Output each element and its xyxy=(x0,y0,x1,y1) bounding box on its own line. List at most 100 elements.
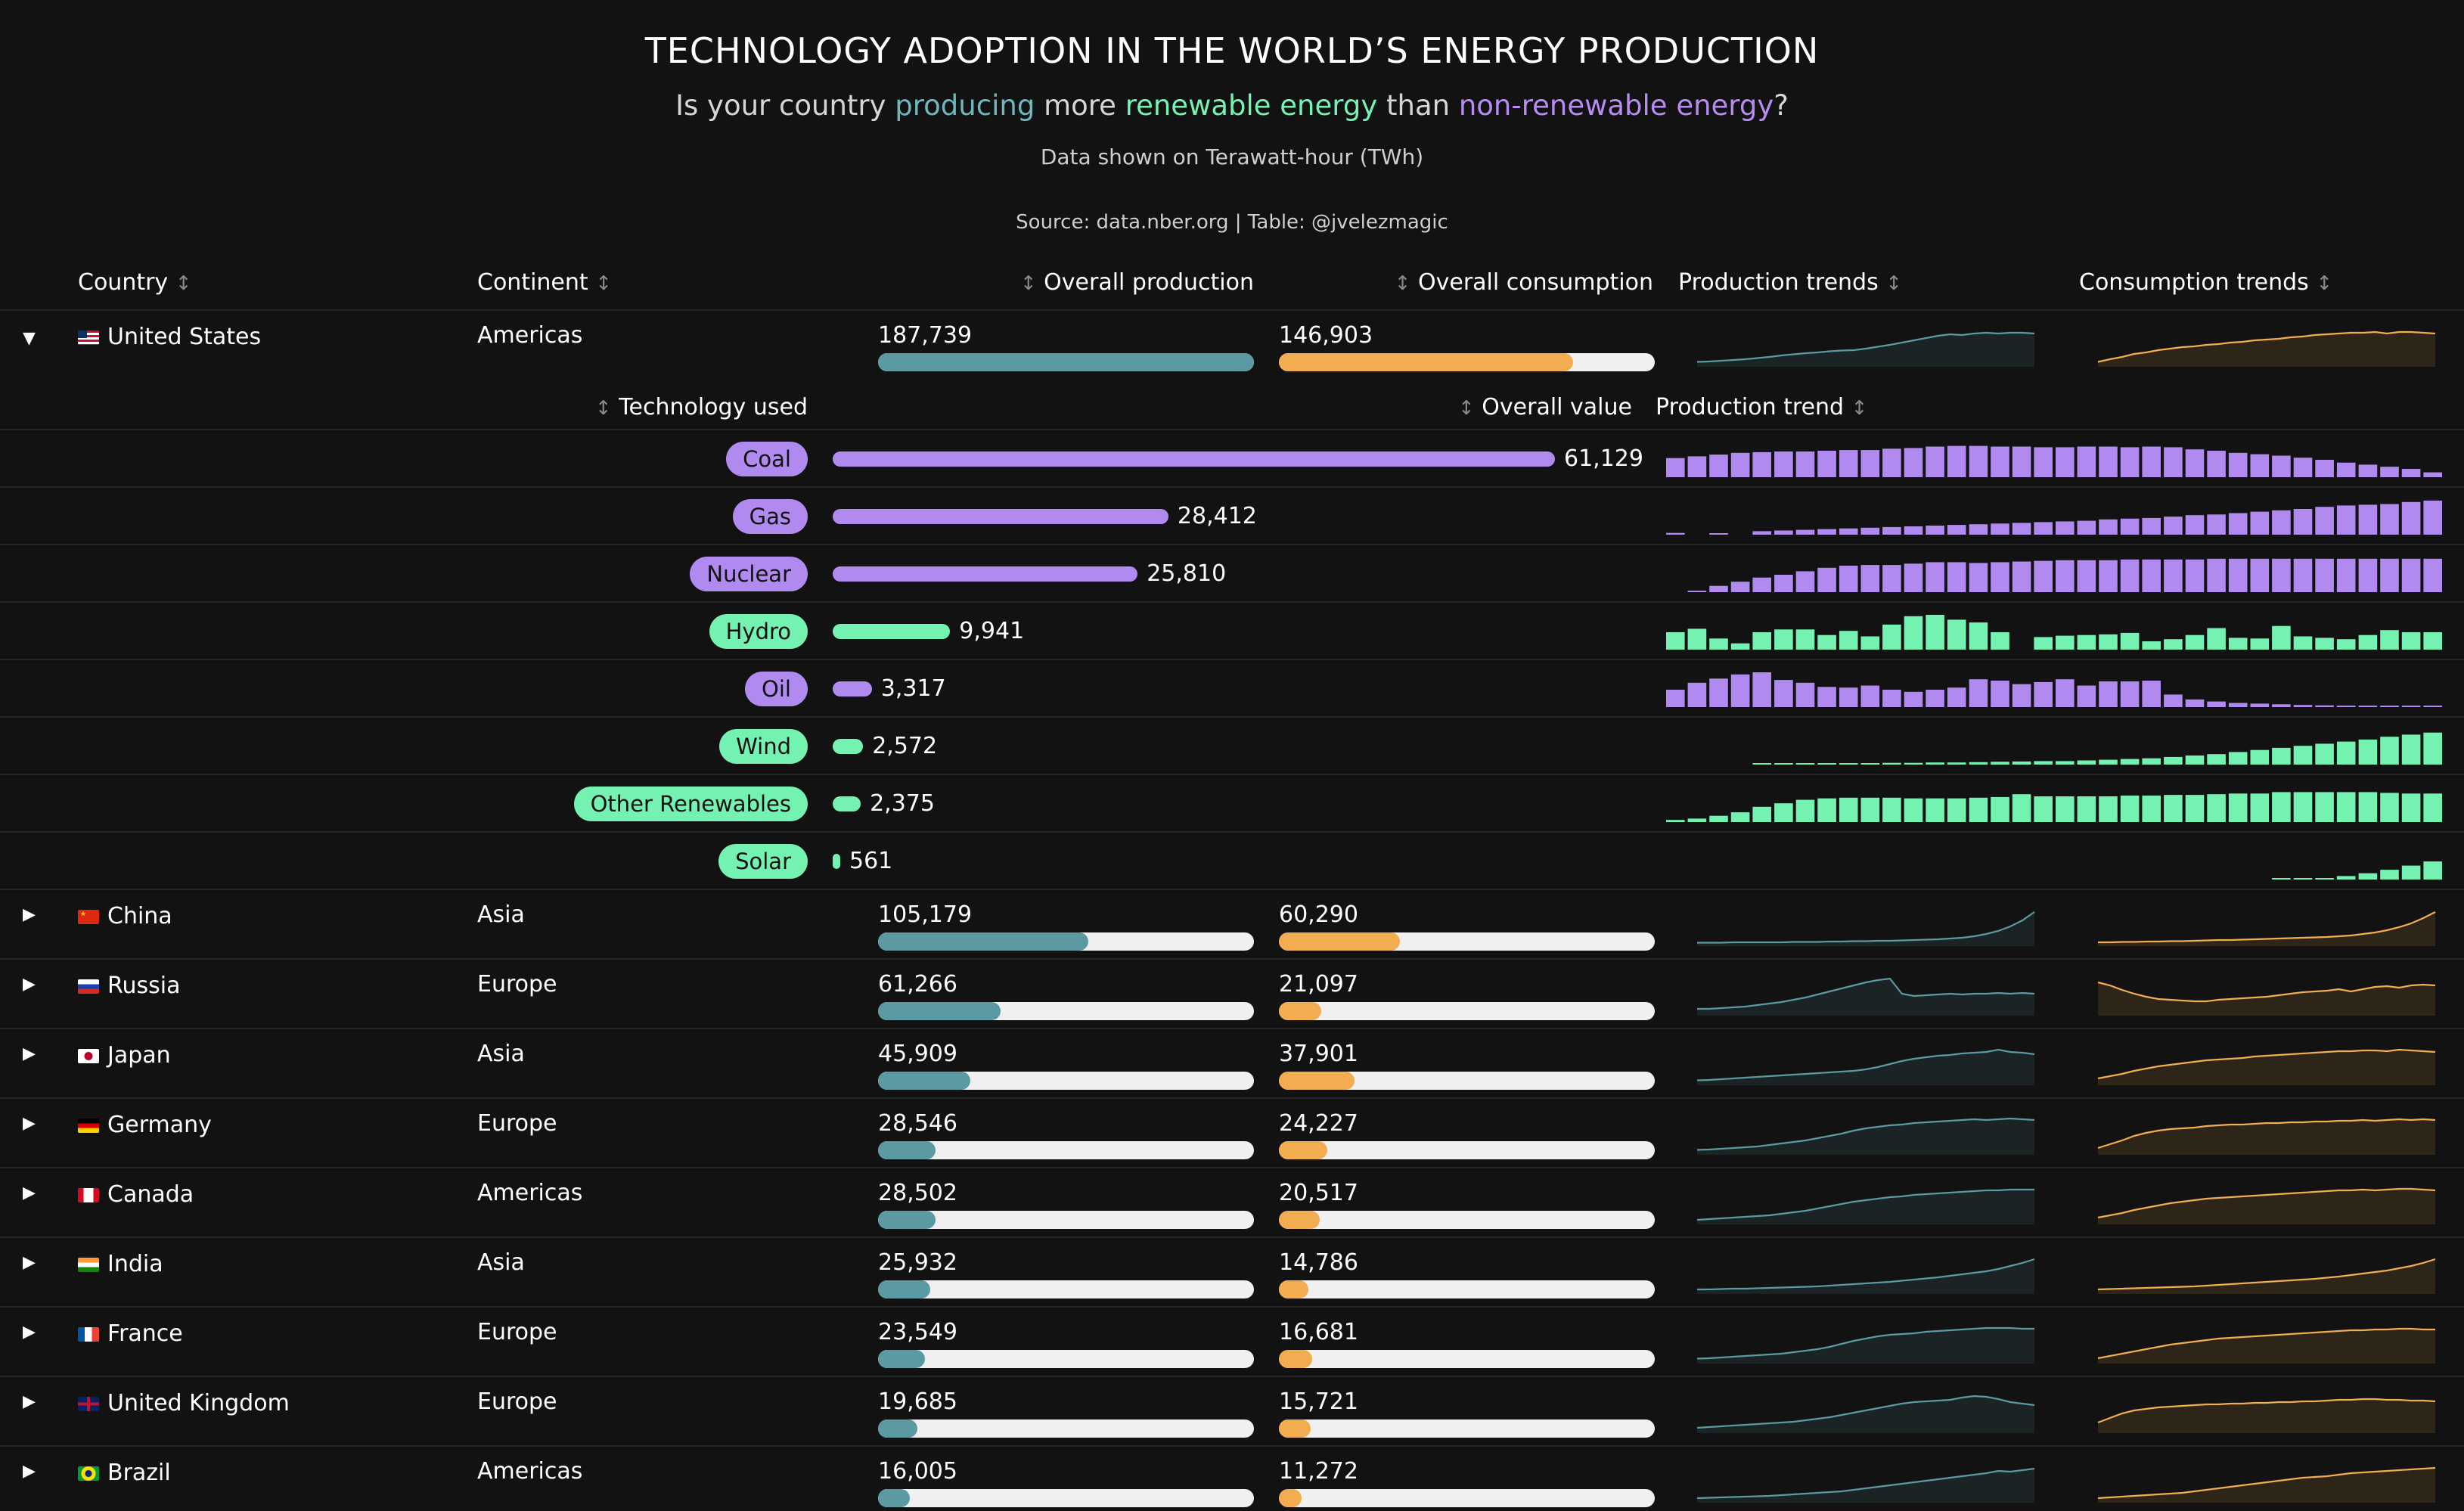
subheader-production-trend[interactable]: Production trend ↕ xyxy=(1656,394,1867,420)
technology-row: Other Renewables 2,375 xyxy=(0,775,2464,833)
trend-bar xyxy=(1817,567,1836,592)
subheader-label: Overall value xyxy=(1482,394,1632,420)
trend-bar xyxy=(2380,504,2399,535)
trend-bar xyxy=(2099,519,2118,535)
trend-bar xyxy=(1666,458,1685,477)
technology-pill: Gas xyxy=(732,499,808,534)
table-row[interactable]: ▶ Japan Asia 45,909 37,901 xyxy=(0,1029,2464,1099)
collapse-caret-icon[interactable]: ▼ xyxy=(23,329,36,348)
table-row[interactable]: ▶ United Kingdom Europe 19,685 15,721 xyxy=(0,1377,2464,1447)
consumption-bar xyxy=(1279,1072,1355,1090)
table-row[interactable]: ▶ Canada Americas 28,502 20,517 xyxy=(0,1168,2464,1238)
production-bar-track xyxy=(878,1489,1254,1507)
expand-caret-icon[interactable]: ▶ xyxy=(23,1253,36,1272)
trend-bar xyxy=(2293,878,2313,880)
trend-bar xyxy=(2293,705,2313,707)
trend-bar xyxy=(1882,526,1901,535)
table-row[interactable]: ▶ France Europe 23,549 16,681 xyxy=(0,1308,2464,1377)
technology-pill: Nuclear xyxy=(690,557,808,591)
trend-bar xyxy=(2099,634,2118,650)
consumption-bar-track xyxy=(1279,1489,1655,1507)
row-divider xyxy=(0,544,2464,545)
column-header-overall-consumption[interactable]: ↕ Overall consumption xyxy=(1395,269,1653,296)
consumption-trend-sparkline-line xyxy=(2097,1258,2436,1291)
consumption-trend-sparkline-line xyxy=(2097,1118,2436,1150)
expand-caret-icon[interactable]: ▶ xyxy=(23,1044,36,1063)
subtitle-part: ? xyxy=(1774,89,1789,122)
expand-caret-icon[interactable]: ▶ xyxy=(23,1462,36,1481)
trend-bar xyxy=(2034,761,2053,765)
trend-bar xyxy=(2120,759,2140,765)
production-trend-sparkline-area xyxy=(1697,1328,2034,1364)
expand-caret-icon[interactable]: ▶ xyxy=(23,1323,36,1342)
trend-bar xyxy=(2423,861,2442,880)
trend-bar xyxy=(1817,451,1836,477)
technology-value-bar xyxy=(833,509,1168,524)
production-value: 16,005 xyxy=(878,1458,957,1485)
production-trend-sparkline xyxy=(1697,1258,2035,1294)
trend-bar xyxy=(2358,464,2378,477)
column-header-consumption-trends[interactable]: Consumption trends ↕ xyxy=(2079,269,2332,296)
trend-bar xyxy=(2380,706,2399,707)
table-row[interactable]: ▶ Germany Europe 28,546 24,227 xyxy=(0,1099,2464,1168)
flag-de-icon xyxy=(78,1119,99,1133)
consumption-trend-sparkline-line xyxy=(2098,911,2436,944)
trend-bar xyxy=(1709,455,1728,477)
trend-bar xyxy=(2185,699,2205,707)
trend-bar xyxy=(2164,447,2183,477)
table-row[interactable]: ▶ India Asia 25,932 14,786 xyxy=(0,1238,2464,1308)
trend-bar xyxy=(2164,795,2183,822)
expand-caret-icon[interactable]: ▶ xyxy=(23,1392,36,1411)
subheader-technology[interactable]: ↕ Technology used xyxy=(595,394,808,420)
production-trend-sparkline xyxy=(1696,1395,2035,1433)
row-divider xyxy=(0,889,2464,890)
expand-caret-icon[interactable]: ▶ xyxy=(23,905,36,924)
table-row[interactable]: ▶ Brazil Americas 16,005 11,272 xyxy=(0,1447,2464,1511)
table-row[interactable]: ▶ ★ China Asia 105,179 60,290 xyxy=(0,890,2464,960)
trend-bar xyxy=(1666,820,1685,822)
trend-bar xyxy=(2315,507,2334,535)
table-row[interactable]: ▼ United States Americas 187,739 146,903 xyxy=(0,311,2464,380)
consumption-bar-track xyxy=(1279,932,1655,951)
trend-bar xyxy=(2077,685,2096,707)
technology-row: Hydro 9,941 xyxy=(0,603,2464,660)
consumption-trend-sparkline-area xyxy=(2098,1050,2435,1085)
trend-bar xyxy=(1709,638,1728,650)
consumption-trend-sparkline-area xyxy=(2098,1259,2435,1294)
consumption-trend-sparkline xyxy=(2097,1466,2436,1503)
subheader-overall-value[interactable]: ↕ Overall value xyxy=(1458,394,1632,420)
trend-bar xyxy=(2142,758,2161,765)
trend-bar xyxy=(1752,763,1771,765)
trend-bar xyxy=(1795,763,1815,765)
header-divider xyxy=(0,309,2464,311)
column-header-continent[interactable]: Continent ↕ xyxy=(477,269,612,296)
trend-bar xyxy=(1687,591,1707,592)
column-header-overall-production[interactable]: ↕ Overall production xyxy=(1020,269,1254,296)
trend-bar xyxy=(1817,763,1836,765)
trend-bar xyxy=(1839,450,1858,477)
technology-row: Gas 28,412 xyxy=(0,488,2464,545)
expand-caret-icon[interactable]: ▶ xyxy=(23,1184,36,1202)
consumption-value: 20,517 xyxy=(1279,1180,1358,1206)
trend-bar xyxy=(1969,563,1988,592)
trend-bar xyxy=(2142,641,2161,650)
trend-bar xyxy=(1860,565,1880,592)
trend-bar xyxy=(1774,803,1793,822)
trend-bar xyxy=(2207,558,2226,592)
column-header-production-trends[interactable]: Production trends ↕ xyxy=(1678,269,1902,296)
column-header-country[interactable]: Country ↕ xyxy=(78,269,192,296)
production-trend-sparkline xyxy=(1696,1117,2035,1155)
consumption-trend-sparkline xyxy=(2097,1118,2436,1155)
production-trend-sparkline-area xyxy=(1697,979,2034,1016)
flag-jp-icon xyxy=(78,1049,99,1063)
trend-bar xyxy=(2228,452,2248,477)
trend-bar xyxy=(2207,451,2226,477)
expand-caret-icon[interactable]: ▶ xyxy=(23,1114,36,1133)
table-row[interactable]: ▶ Russia Europe 61,266 21,097 xyxy=(0,960,2464,1029)
expand-caret-icon[interactable]: ▶ xyxy=(23,975,36,994)
production-value: 25,932 xyxy=(878,1249,957,1276)
units-note: Data shown on Terawatt-hour (TWh) xyxy=(1040,144,1424,169)
technology-value-bar xyxy=(833,451,1555,467)
continent-name: Americas xyxy=(477,1180,583,1206)
technology-pill: Oil xyxy=(745,672,808,706)
